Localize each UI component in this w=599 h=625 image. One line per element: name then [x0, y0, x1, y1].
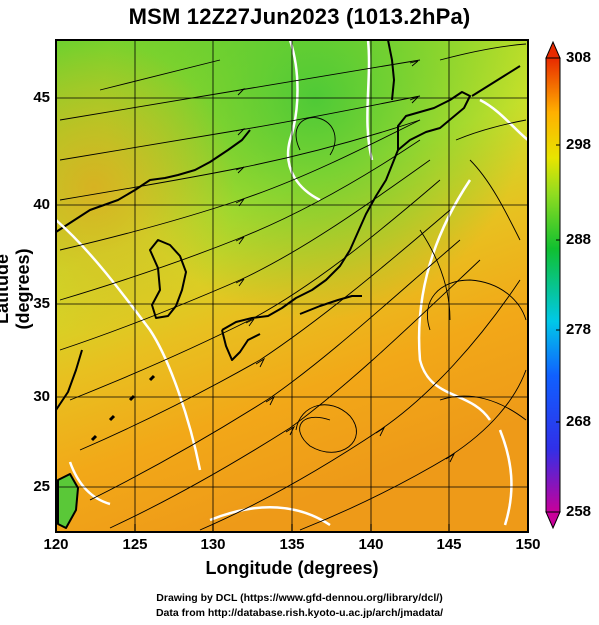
colorbar-tick-label: 258 — [566, 503, 592, 520]
x-axis-label: Longitude (degrees) — [205, 558, 379, 578]
map-title: MSM 12Z27Jun2023 (1013.2hPa) — [128, 4, 471, 29]
colorbar-tick-label: 298 — [566, 136, 592, 153]
colorbar-tick-label: 288 — [566, 231, 592, 248]
y-tick-label: 25 — [33, 478, 50, 495]
y-tick-label: 40 — [33, 196, 50, 213]
x-tick-label: 140 — [358, 536, 384, 553]
coastlines — [56, 40, 521, 529]
x-tick-label: 125 — [122, 536, 148, 553]
y-tick-label: 45 — [33, 89, 50, 106]
credit-drawing: Drawing by DCL (https://www.gfd-dennou.o… — [156, 592, 443, 604]
colorbar — [545, 40, 561, 530]
x-tick-label: 150 — [515, 536, 541, 553]
y-axis-label: Latitude (degrees) — [0, 248, 33, 330]
credit-data: Data from http://database.rish.kyoto-u.a… — [155, 607, 444, 619]
colorbar-top-arrow — [545, 40, 561, 59]
plot-frame — [55, 39, 529, 533]
colorbar-tick-label: 308 — [566, 49, 592, 66]
x-tick-label: 145 — [436, 536, 462, 553]
x-tick-label: 130 — [200, 536, 226, 553]
colorbar-bottom-arrow — [545, 511, 561, 530]
isotherm-contours — [56, 40, 528, 527]
colorbar-tick-label: 268 — [566, 413, 592, 430]
x-tick-label: 135 — [279, 536, 305, 553]
x-tick-label: 120 — [43, 536, 69, 553]
graticule — [56, 40, 528, 532]
y-tick-label: 30 — [33, 388, 50, 405]
colorbar-tick-label: 278 — [566, 321, 592, 338]
y-tick-label: 35 — [33, 295, 50, 312]
